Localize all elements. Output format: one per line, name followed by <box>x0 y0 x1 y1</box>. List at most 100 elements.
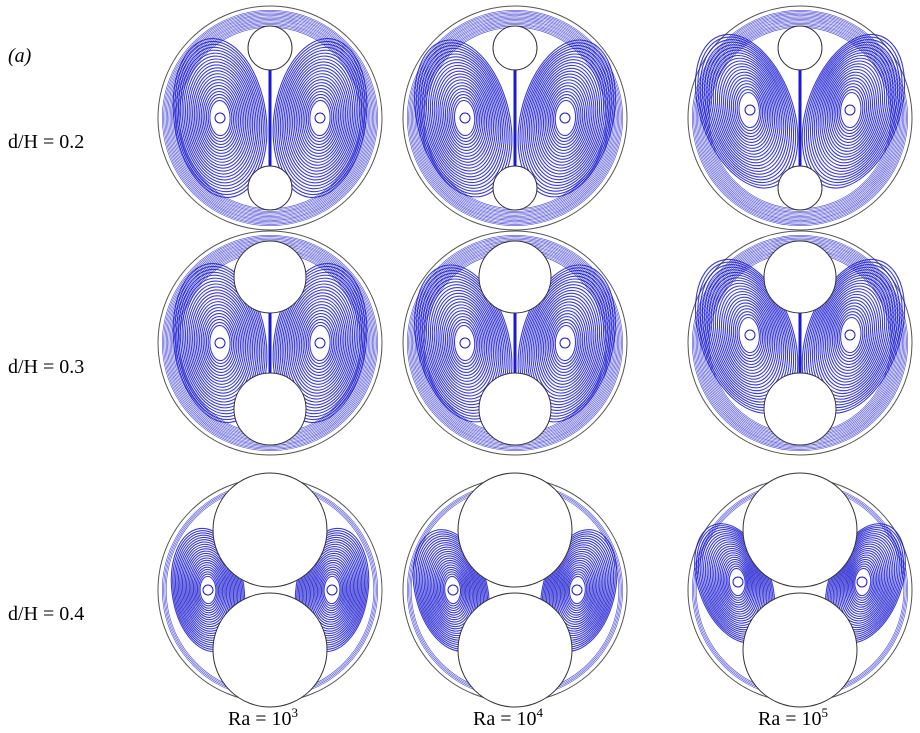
streamline <box>202 87 238 149</box>
cylinder <box>457 472 573 588</box>
streamline <box>539 298 593 388</box>
streamline <box>290 67 350 169</box>
column-label-exponent: 3 <box>292 705 299 720</box>
streamline <box>422 50 505 187</box>
streamline <box>302 87 338 149</box>
row-label: d/H = 0.2 <box>8 131 84 153</box>
vortex-core <box>326 584 338 596</box>
streamline <box>716 285 779 386</box>
streamline <box>168 16 372 220</box>
streamline <box>803 36 903 186</box>
streamline <box>283 280 357 406</box>
streamline <box>286 61 354 175</box>
streamline <box>840 91 862 129</box>
streamline <box>551 546 605 634</box>
streamline <box>712 279 783 392</box>
streamline <box>300 85 340 151</box>
cylinder <box>233 240 307 314</box>
streamline <box>169 17 371 219</box>
streamline <box>190 559 226 621</box>
streamline <box>823 63 881 158</box>
streamline <box>717 552 755 613</box>
streamline <box>721 66 776 155</box>
streamline <box>183 55 257 181</box>
streamline <box>277 271 363 415</box>
cylinder <box>777 165 823 211</box>
streamline <box>197 304 243 382</box>
streamline <box>307 548 357 632</box>
streamline <box>176 268 264 418</box>
streamline <box>701 19 899 217</box>
streamline <box>557 555 599 625</box>
streamline <box>195 301 245 385</box>
streamline <box>195 568 221 612</box>
vortex-core <box>744 329 756 341</box>
streamline <box>801 33 906 189</box>
streamline <box>304 543 360 637</box>
streamline <box>444 310 484 376</box>
vortex-core <box>314 337 326 349</box>
streamline <box>426 56 502 181</box>
streamline <box>565 568 591 612</box>
streamline <box>732 83 765 138</box>
streamline-panel <box>687 230 913 456</box>
streamline <box>437 298 491 388</box>
streamline <box>433 67 495 169</box>
streamline <box>177 46 263 190</box>
streamline <box>310 552 354 628</box>
streamline <box>196 571 220 609</box>
streamline <box>279 49 361 187</box>
streamline <box>439 568 465 612</box>
streamline <box>714 547 758 617</box>
streamline <box>183 548 233 632</box>
streamline <box>320 571 344 609</box>
streamline <box>297 304 343 382</box>
vortex-core <box>559 337 571 349</box>
streamline <box>205 318 235 368</box>
streamline <box>836 86 866 135</box>
streamline <box>554 324 577 362</box>
cylinder <box>478 240 552 314</box>
streamline <box>429 286 498 400</box>
streamline <box>194 566 222 614</box>
streamline <box>311 555 353 625</box>
streamline <box>738 316 760 354</box>
streamline <box>721 291 776 380</box>
streamline <box>446 313 482 374</box>
streamline <box>279 274 361 412</box>
streamline <box>274 265 366 421</box>
streamline <box>452 96 477 140</box>
streamline <box>704 44 791 178</box>
streamline <box>528 281 604 406</box>
cylinder <box>212 592 328 708</box>
streamline <box>694 237 906 449</box>
streamline <box>285 283 355 403</box>
streamline <box>734 86 764 135</box>
streamline <box>730 80 767 141</box>
cylinder <box>777 25 823 71</box>
streamline <box>181 52 259 184</box>
column-label-exponent: 5 <box>822 705 829 720</box>
streamline <box>274 40 366 196</box>
streamline <box>724 561 750 604</box>
streamline <box>183 280 257 406</box>
panel-label: (a) <box>8 45 32 67</box>
streamline <box>303 541 361 639</box>
streamline <box>530 59 602 178</box>
streamline <box>293 73 347 163</box>
streamline <box>305 93 335 143</box>
streamline <box>292 70 348 166</box>
streamline <box>826 293 877 377</box>
streamline <box>184 550 232 630</box>
streamline <box>727 74 770 146</box>
streamline <box>563 566 592 614</box>
streamline <box>322 573 342 607</box>
streamline <box>821 285 884 386</box>
streamline <box>202 312 238 374</box>
streamline <box>290 292 350 394</box>
streamline <box>198 307 242 379</box>
streamline <box>819 282 886 389</box>
streamline <box>281 277 359 409</box>
streamline <box>179 274 261 412</box>
streamline <box>835 308 868 363</box>
